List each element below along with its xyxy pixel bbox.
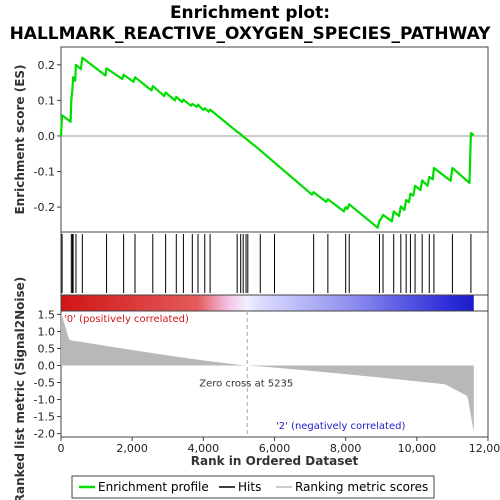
x-tick-label: 4,000 [188, 442, 220, 455]
color-band-frame [60, 294, 489, 312]
correlation-color-band [61, 295, 474, 311]
metric-tick-label: 0.0 [38, 359, 56, 372]
metric-tick-label: 1.0 [38, 325, 56, 338]
legend-box [71, 475, 435, 499]
es-tick-label: 0.0 [38, 130, 56, 143]
negative-correlation-label: '2' (negatively correlated) [276, 421, 405, 432]
enrichment-profile-line [59, 56, 475, 229]
x-tick-label: 6,000 [259, 442, 291, 455]
x-tick-label: 10,000 [398, 442, 437, 455]
x-tick-label: 8,000 [330, 442, 362, 455]
metric-axis-label: Ranked list metric (Signal2Noise) [13, 277, 27, 500]
x-axis-label: Rank in Ordered Dataset [191, 454, 359, 468]
x-tick-label: 2,000 [116, 442, 148, 455]
legend-metric-label: Ranking metric scores [295, 480, 428, 494]
x-tick-label: 0 [58, 442, 65, 455]
metric-tick-label: -2.0 [34, 428, 55, 441]
positive-correlation-label: '0' (positively correlated) [64, 314, 189, 325]
x-tick-label: 12,000 [469, 442, 500, 455]
es-panel-frame [60, 46, 489, 233]
zero-cross-label: Zero cross at 5235 [199, 378, 293, 389]
legend-hits-label: Hits [238, 480, 261, 494]
metric-tick-label: -1.0 [34, 394, 55, 407]
chart-title-line2: HALLMARK_REACTIVE_OXYGEN_SPECIES_PATHWAY [10, 24, 492, 44]
metric-tick-label: 1.5 [38, 308, 56, 321]
es-axis-label: Enrichment score (ES) [13, 64, 27, 214]
metric-tick-label: -0.5 [34, 377, 55, 390]
es-tick-label: 0.1 [38, 94, 56, 107]
chart-title-line1: Enrichment plot: [170, 3, 330, 23]
es-tick-label: 0.2 [38, 59, 56, 72]
legend-profile-label: Enrichment profile [98, 480, 209, 494]
metric-tick-label: -1.5 [34, 411, 55, 424]
es-tick-label: -0.2 [34, 201, 55, 214]
metric-tick-label: 0.5 [38, 342, 56, 355]
ranking-metric-area [61, 314, 474, 432]
es-tick-label: -0.1 [34, 166, 55, 179]
